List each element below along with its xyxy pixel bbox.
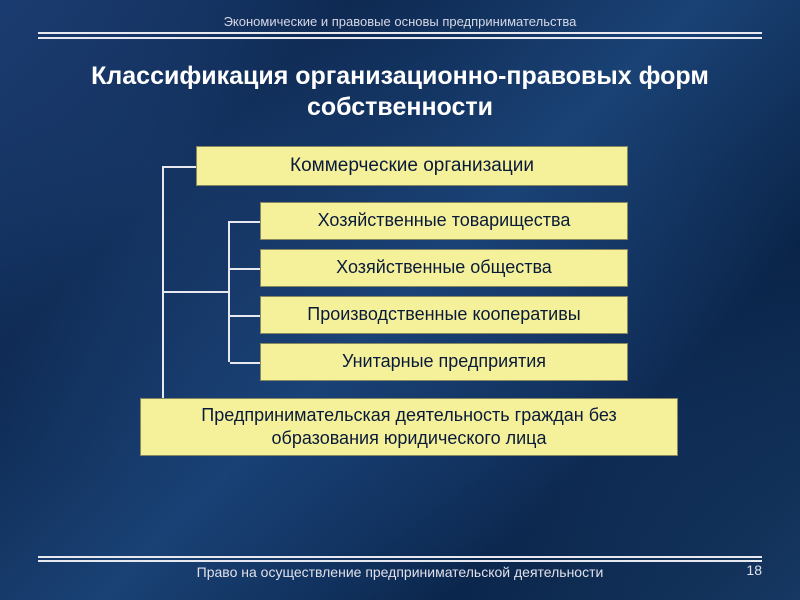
slide: Экономические и правовые основы предприн… <box>0 0 800 600</box>
sub-box-label: Производственные кооперативы <box>307 304 580 325</box>
connector-h-sub-3 <box>230 362 260 364</box>
header-rule-2 <box>38 37 762 39</box>
footer-area: Право на осуществление предпринимательск… <box>38 556 762 580</box>
footer-rule-1 <box>38 556 762 558</box>
main-box: Коммерческие организации <box>196 146 628 186</box>
sub-box-3: Унитарные предприятия <box>260 343 628 381</box>
connector-h-sub-2 <box>230 315 260 317</box>
bottom-box: Предпринимательская деятельность граждан… <box>140 398 678 456</box>
footer-text: Право на осуществление предпринимательск… <box>197 564 604 580</box>
page-number: 18 <box>746 562 762 578</box>
sub-box-label: Хозяйственные общества <box>336 257 552 278</box>
connector-h-sub-1 <box>230 268 260 270</box>
footer-row: Право на осуществление предпринимательск… <box>38 564 762 580</box>
connector-h-sub-0 <box>230 221 260 223</box>
connector-h-main <box>164 166 196 168</box>
sub-box-1: Хозяйственные общества <box>260 249 628 287</box>
diagram-area: Коммерческие организации Хозяйственные т… <box>38 146 762 557</box>
footer-rule-2 <box>38 560 762 562</box>
sub-box-0: Хозяйственные товарищества <box>260 202 628 240</box>
connector-h-junction <box>164 291 228 293</box>
sub-box-label: Хозяйственные товарищества <box>318 210 571 231</box>
sub-box-2: Производственные кооперативы <box>260 296 628 334</box>
sub-box-label: Унитарные предприятия <box>342 351 546 372</box>
header-text: Экономические и правовые основы предприн… <box>38 14 762 29</box>
connector-vertical-sub <box>228 221 230 362</box>
bottom-box-label: Предпринимательская деятельность граждан… <box>151 404 667 449</box>
header-rule-1 <box>38 32 762 34</box>
connector-vertical-main <box>162 166 164 427</box>
slide-title: Классификация организационно-правовых фо… <box>38 61 762 124</box>
main-box-label: Коммерческие организации <box>290 155 534 177</box>
